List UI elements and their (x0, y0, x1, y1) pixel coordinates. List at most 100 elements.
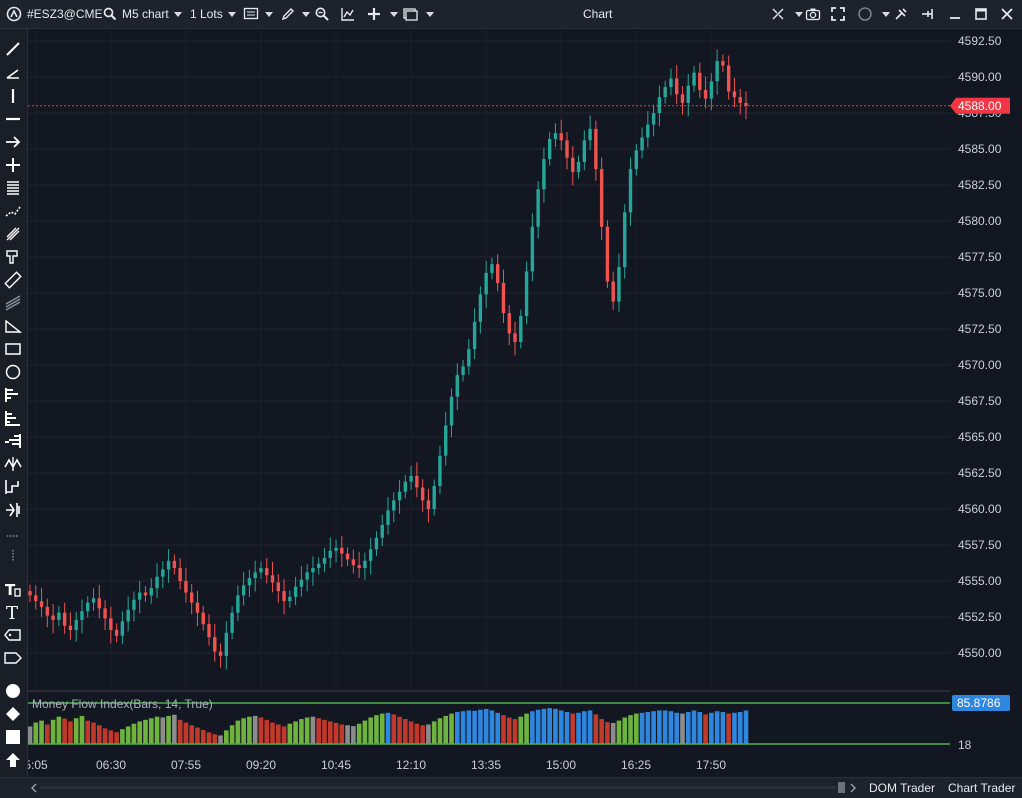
arrow-up-marker-icon[interactable] (4, 751, 22, 769)
time-tick-label: 13:35 (471, 758, 501, 772)
horizontal-scrollbar[interactable] (40, 786, 836, 789)
ellipse-tool-icon[interactable] (4, 363, 22, 381)
maximize-icon[interactable] (973, 6, 989, 22)
candle-body (386, 510, 390, 525)
separator-dots-icon (7, 535, 19, 537)
fullscreen-icon[interactable] (830, 6, 846, 22)
candlestick-chart[interactable]: Money Flow Index(Bars, 14, True) 5:05 06:… (28, 29, 950, 777)
step-line-icon[interactable] (4, 478, 22, 496)
mfi-bar (714, 711, 720, 744)
ruler-tool-icon[interactable] (4, 271, 22, 289)
price-tick-label: 4585.00 (958, 142, 1002, 156)
candle-body (588, 128, 592, 141)
mfi-bar (483, 708, 489, 744)
candle-body (594, 128, 598, 170)
crosshair-sync-icon[interactable] (770, 6, 786, 22)
price-tick-label: 4570.00 (958, 358, 1002, 372)
rectangle-tool-icon[interactable] (4, 340, 22, 358)
minimize-icon[interactable] (947, 6, 963, 22)
mfi-bar (125, 726, 131, 744)
candle-body (698, 72, 702, 90)
circle-marker-icon[interactable] (4, 682, 22, 700)
template-icon[interactable] (402, 6, 418, 22)
mfi-bar (685, 712, 691, 744)
tools-icon[interactable] (893, 6, 909, 22)
plus-icon[interactable] (366, 6, 382, 22)
pin-icon[interactable] (920, 6, 936, 22)
line-tool-icon[interactable] (4, 40, 22, 58)
vertical-line-icon[interactable] (4, 87, 22, 105)
candle-body (328, 550, 332, 558)
fixed-profile-icon[interactable] (4, 409, 22, 427)
candle-body (241, 585, 246, 596)
symbol-selector[interactable]: #ESZ3@CME (27, 7, 103, 21)
scrollbar-thumb[interactable] (838, 782, 845, 793)
app-logo-icon[interactable] (6, 6, 22, 22)
price-range-icon[interactable] (4, 432, 22, 450)
scroll-left-icon[interactable] (30, 783, 38, 793)
candle-body (605, 226, 610, 282)
mfi-bar (160, 717, 166, 744)
camera-icon[interactable] (805, 6, 821, 22)
mfi-bar (252, 715, 258, 744)
price-tick-label: 4590.00 (958, 70, 1002, 84)
mfi-bar (316, 718, 322, 744)
pitchfork-tool-icon[interactable] (4, 225, 22, 243)
candle-body (542, 159, 546, 190)
mfi-bar (616, 720, 622, 744)
triangle-tool-icon[interactable] (4, 317, 22, 335)
mfi-bar (651, 711, 656, 744)
candle-body (161, 569, 165, 577)
long-position-icon[interactable] (4, 501, 22, 519)
mfi-bar (403, 719, 408, 744)
horizontal-line-icon[interactable] (4, 110, 22, 128)
candle-body (45, 606, 50, 616)
close-icon[interactable] (999, 6, 1015, 22)
candle-body (57, 612, 61, 620)
chevron-down-icon[interactable] (302, 12, 310, 17)
pencil-icon[interactable] (280, 6, 296, 22)
chevron-down-icon[interactable] (426, 12, 434, 17)
chevron-down-icon[interactable] (390, 12, 398, 17)
candle-body (657, 97, 662, 113)
candle-body (530, 226, 535, 272)
fibonacci-tool-icon[interactable] (4, 179, 22, 197)
price-axis[interactable]: 4592.504590.004587.504585.004582.504580.… (950, 29, 1022, 777)
mfi-bar (587, 710, 593, 744)
lots-dropdown[interactable]: 1 Lots (190, 0, 236, 28)
search-icon[interactable] (102, 6, 118, 22)
mfi-bar (420, 725, 425, 744)
mfi-bar (709, 712, 714, 744)
arrow-tool-icon[interactable] (4, 133, 22, 151)
chevron-down-icon[interactable] (795, 12, 803, 17)
volume-profile-icon[interactable] (4, 386, 22, 404)
chevron-down-icon[interactable] (882, 12, 890, 17)
brush-tool-icon[interactable] (4, 248, 22, 266)
tab-chart-trader[interactable]: Chart Trader (948, 781, 1016, 795)
zoom-icon[interactable] (314, 6, 330, 22)
mfi-bar (431, 721, 437, 744)
mfi-bar (148, 718, 154, 744)
timeframe-dropdown[interactable]: M5 chart (122, 0, 182, 28)
tag-icon[interactable] (4, 649, 22, 667)
chart-type-icon[interactable] (243, 6, 259, 22)
elliott-wave-icon[interactable] (4, 455, 22, 473)
crosshair-tool-icon[interactable] (4, 156, 22, 174)
channel-tool-icon[interactable] (4, 294, 22, 312)
polyline-tool-icon[interactable] (4, 202, 22, 220)
price-tick-label: 4560.00 (958, 502, 1002, 516)
tab-dom-trader[interactable]: DOM Trader (869, 781, 936, 795)
indicators-icon[interactable] (340, 6, 356, 22)
square-marker-icon[interactable] (4, 728, 22, 746)
chevron-down-icon[interactable] (265, 12, 273, 17)
diamond-marker-icon[interactable] (4, 705, 22, 723)
scroll-right-icon[interactable] (849, 783, 857, 793)
mfi-bar (368, 717, 373, 744)
candle-body (380, 524, 384, 538)
text-note-icon[interactable]: T (4, 580, 22, 598)
price-label-icon[interactable] (4, 626, 22, 644)
color-circle-icon[interactable] (857, 6, 873, 22)
ray-tool-icon[interactable] (4, 64, 22, 82)
text-tool-icon[interactable]: T (4, 603, 22, 621)
mfi-bar (79, 715, 85, 744)
